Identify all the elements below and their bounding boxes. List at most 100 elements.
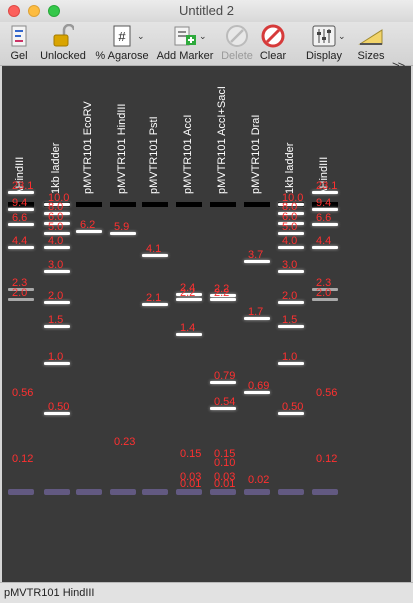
gel-band[interactable] — [312, 246, 338, 249]
gel-band[interactable] — [8, 191, 34, 194]
band-size-label: 0.01 — [180, 478, 202, 490]
gel-band[interactable] — [44, 270, 70, 273]
add-marker-button[interactable]: ⌄ Add Marker — [155, 22, 215, 66]
zoom-window-button[interactable] — [48, 5, 60, 17]
gel-band[interactable] — [278, 270, 304, 273]
gel-band[interactable] — [142, 254, 168, 257]
lane-label[interactable]: pMVTR101 EcoRV — [78, 74, 100, 194]
band-size-label: 2.2 — [214, 287, 230, 299]
gel-band[interactable] — [244, 317, 270, 320]
status-bar: pMVTR101 HindIII — [0, 582, 413, 603]
band-size-label: 2.0 — [12, 287, 28, 299]
gel-band[interactable] — [312, 298, 338, 301]
band-size-label: 1.5 — [282, 314, 298, 326]
gel-band[interactable] — [8, 223, 34, 226]
gel-band[interactable] — [176, 333, 202, 336]
band-size-label: 2.3 — [316, 277, 332, 289]
band-size-label: 6.6 — [12, 212, 28, 224]
gel-band[interactable] — [278, 232, 304, 235]
band-size-label: 1.5 — [48, 314, 64, 326]
lane-well — [76, 202, 102, 207]
gel-band[interactable] — [210, 381, 236, 384]
band-size-label: 4.1 — [146, 243, 162, 255]
hash-document-icon: # — [113, 25, 131, 47]
gel-band[interactable] — [8, 288, 34, 291]
clear-button[interactable]: Clear — [256, 22, 290, 66]
close-window-button[interactable] — [8, 5, 20, 17]
lane-well — [312, 202, 338, 207]
gel-band[interactable] — [312, 223, 338, 226]
gel-band[interactable] — [44, 362, 70, 365]
gel-band[interactable] — [244, 260, 270, 263]
band-size-label: 2.2 — [214, 283, 230, 295]
gel-band[interactable] — [278, 325, 304, 328]
gel-band[interactable] — [278, 203, 304, 206]
lane-label[interactable]: pMVTR101 AccI — [178, 74, 200, 194]
band-size-label: 0.10 — [214, 457, 236, 469]
lane-well — [210, 202, 236, 207]
dye-front — [278, 489, 304, 495]
lane-label[interactable]: pMVTR101 PstI — [144, 74, 166, 194]
gel-band[interactable] — [312, 288, 338, 291]
gel-band[interactable] — [278, 412, 304, 415]
lane-label[interactable]: pMVTR101 HindIII — [112, 74, 134, 194]
band-size-label: 0.54 — [214, 396, 236, 408]
gel-band[interactable] — [278, 212, 304, 215]
gel-canvas[interactable]: λHindIII 23.1 9.4 6.6 4.4 2.3 2.0 0.56 0.12 1kb l… — [2, 66, 411, 582]
gel-band[interactable] — [44, 325, 70, 328]
dye-front — [176, 489, 202, 495]
gel-band[interactable] — [142, 303, 168, 306]
gel-band[interactable] — [210, 294, 236, 297]
gel-band[interactable] — [210, 407, 236, 410]
display-button[interactable]: ⌄ Display — [300, 22, 348, 66]
lane-label-text: pMVTR101 DraI — [250, 114, 262, 194]
gel-band[interactable] — [278, 362, 304, 365]
gel-band[interactable] — [278, 222, 304, 225]
band-size-label: 23.1 — [12, 180, 34, 192]
gel-band[interactable] — [44, 412, 70, 415]
gel-band[interactable] — [176, 298, 202, 301]
lane-label[interactable]: pMVTR101 DraI — [246, 74, 268, 194]
selected-lane-status: pMVTR101 HindIII — [4, 587, 95, 599]
gel-icon — [11, 25, 27, 47]
gel-band[interactable] — [312, 191, 338, 194]
gel-button[interactable]: Gel — [2, 22, 36, 66]
lane-label-text: 1kb ladder — [284, 142, 296, 194]
band-size-label: 2.0 — [48, 290, 64, 302]
gel-band[interactable] — [8, 298, 34, 301]
gel-band[interactable] — [278, 246, 304, 249]
gel-band[interactable] — [44, 203, 70, 206]
lane-label[interactable]: pMVTR101 AccI+SacI — [212, 74, 234, 194]
lane-label[interactable]: 1kb ladder — [46, 74, 68, 194]
lane-label[interactable]: 1kb ladder — [280, 74, 302, 194]
gel-band[interactable] — [312, 208, 338, 211]
lock-toggle-button[interactable]: Unlocked — [38, 22, 88, 66]
gel-band[interactable] — [110, 232, 136, 235]
gel-band[interactable] — [8, 208, 34, 211]
gel-band[interactable] — [44, 301, 70, 304]
sizes-button[interactable]: Sizes — [354, 22, 388, 66]
gel-band[interactable] — [44, 246, 70, 249]
clear-icon — [261, 24, 285, 48]
band-size-label: 0.15 — [214, 448, 236, 460]
agarose-button[interactable]: # ⌄ % Agarose — [92, 22, 152, 66]
gel-band[interactable] — [278, 301, 304, 304]
gel-band[interactable] — [176, 293, 202, 296]
gel-band[interactable] — [44, 222, 70, 225]
band-size-label: 1.0 — [48, 351, 64, 363]
dye-front — [244, 489, 270, 495]
band-size-label: 6.0 — [282, 211, 298, 223]
lane-well — [142, 202, 168, 207]
gel-band[interactable] — [76, 230, 102, 233]
gel-band[interactable] — [44, 212, 70, 215]
delete-button[interactable]: Delete — [219, 22, 255, 66]
gel-band[interactable] — [8, 246, 34, 249]
gel-band[interactable] — [44, 232, 70, 235]
gel-band[interactable] — [210, 298, 236, 301]
lane-label[interactable]: λHindIII — [314, 74, 336, 194]
lane-label[interactable]: λHindIII — [10, 74, 32, 194]
gel-band[interactable] — [244, 391, 270, 394]
lane-well — [110, 202, 136, 207]
minimize-window-button[interactable] — [28, 5, 40, 17]
band-size-label: 0.12 — [12, 453, 34, 465]
